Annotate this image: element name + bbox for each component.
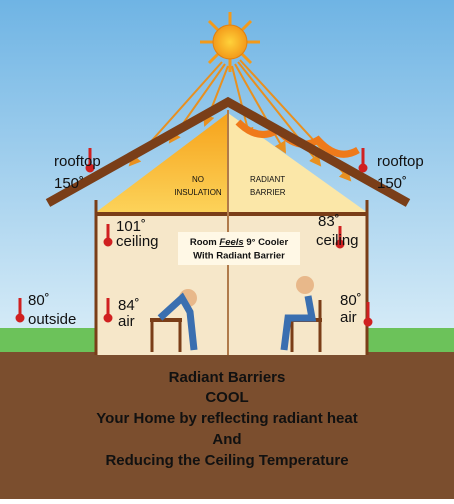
label: air — [118, 313, 135, 330]
label: 150˚ — [377, 175, 407, 192]
label: rooftop — [54, 153, 101, 170]
illustration: rooftop 150˚ rooftop 150˚ NO INSULATION … — [0, 0, 454, 499]
label: RADIANT — [250, 175, 285, 184]
callout-text: Feels — [219, 237, 243, 248]
label: rooftop — [377, 153, 424, 170]
caption: Reducing the Ceiling Temperature — [105, 452, 348, 469]
label: 83˚ — [318, 213, 340, 230]
label: 150˚ — [54, 175, 84, 192]
label: NO — [192, 175, 204, 184]
caption: And — [212, 431, 241, 448]
label: ceiling — [316, 232, 359, 249]
label: 80˚ — [28, 292, 50, 309]
page: rooftop 150˚ rooftop 150˚ NO INSULATION … — [0, 0, 454, 499]
label: 80˚ — [340, 292, 362, 309]
label: air — [340, 309, 357, 326]
caption: Radiant Barriers — [169, 369, 286, 386]
callout: Room Feels 9° Cooler — [190, 237, 289, 248]
caption: COOL — [205, 389, 248, 406]
callout-text: Room — [190, 237, 217, 248]
label: BARRIER — [250, 188, 286, 197]
sun — [200, 12, 260, 72]
callout-text: With Radiant Barrier — [193, 251, 285, 262]
caption: Your Home by reflecting radiant heat — [96, 410, 357, 427]
label: ceiling — [116, 233, 159, 250]
label: INSULATION — [174, 188, 222, 197]
callout-text: 9° Cooler — [246, 237, 288, 248]
label: outside — [28, 311, 76, 328]
label: 84˚ — [118, 297, 140, 314]
